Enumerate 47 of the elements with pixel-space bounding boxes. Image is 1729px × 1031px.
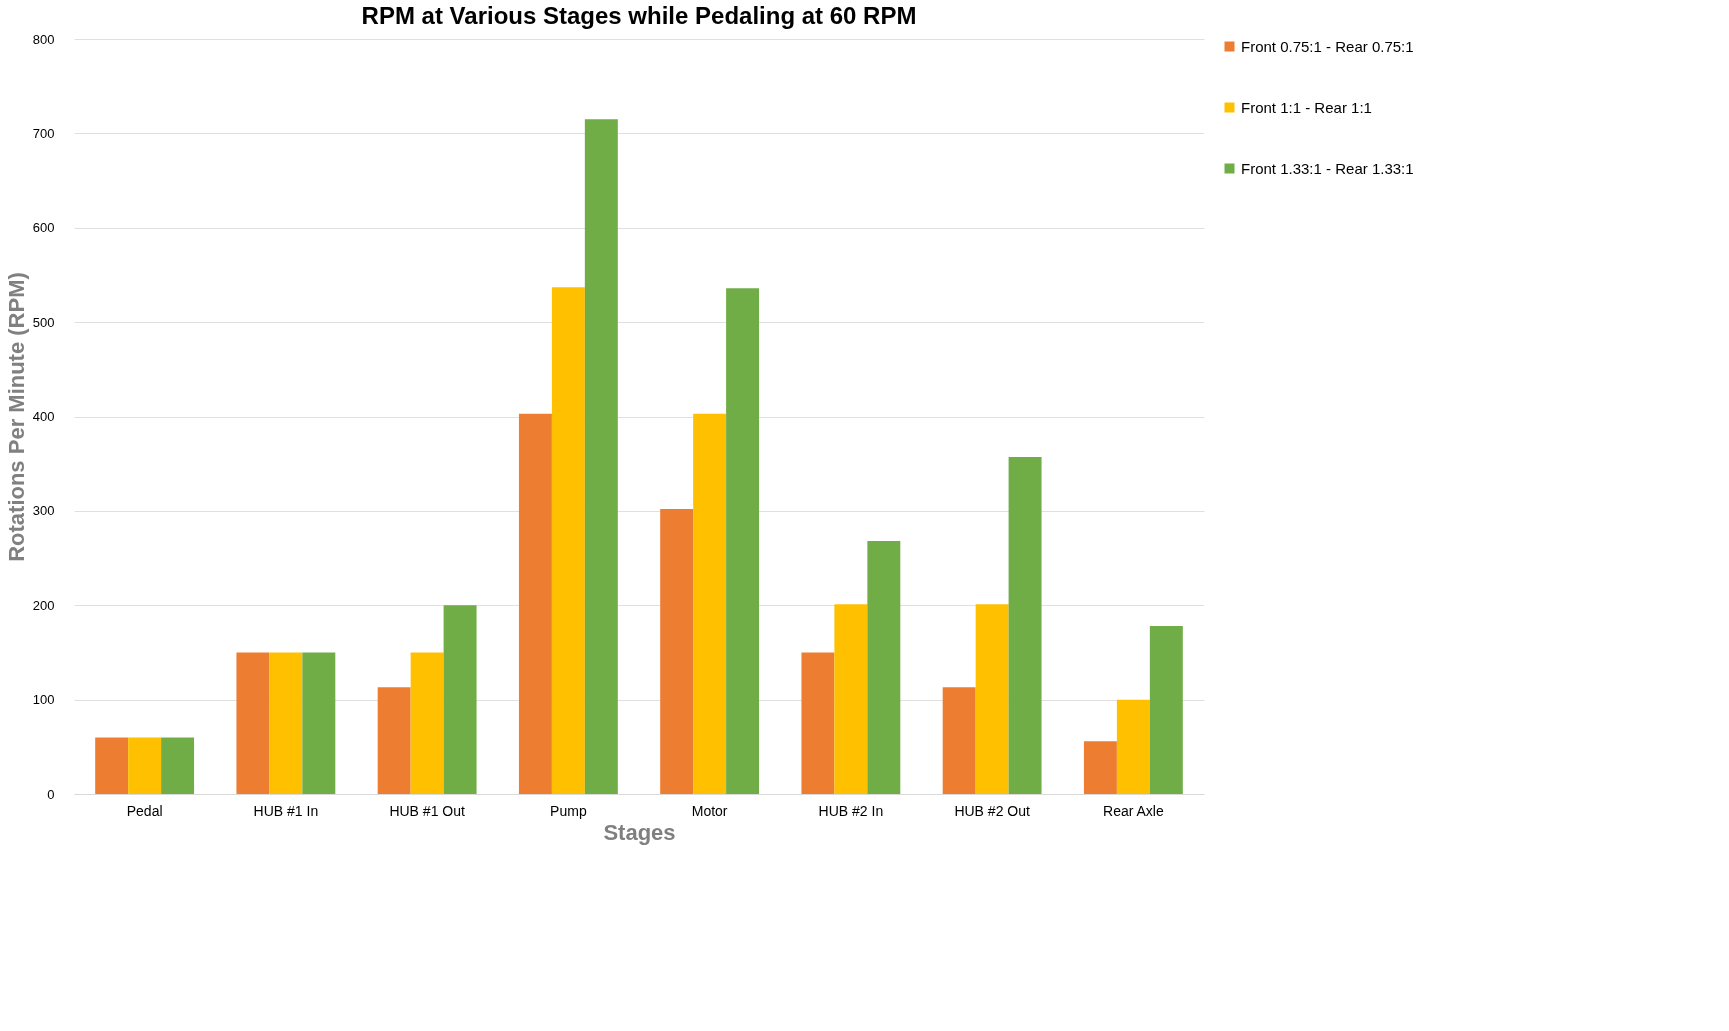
bar	[236, 652, 270, 794]
bar	[128, 737, 162, 794]
bar	[518, 413, 552, 794]
y-tick-label: 700	[32, 125, 55, 141]
x-tick-label: HUB #2 In	[818, 802, 884, 819]
legend-label: Front 1.33:1 - Rear 1.33:1	[1241, 159, 1414, 177]
x-tick-label: Motor	[691, 802, 728, 819]
y-tick-label: 300	[32, 503, 55, 519]
bar	[726, 288, 760, 794]
y-tick-label: 0	[47, 786, 55, 802]
x-tick-label: HUB #1 In	[253, 802, 319, 819]
bar	[95, 737, 129, 794]
bar	[443, 605, 477, 794]
bar	[584, 119, 618, 794]
bar	[269, 652, 303, 794]
bar	[693, 413, 727, 794]
bar	[975, 604, 1009, 794]
y-tick-label: 600	[32, 220, 55, 236]
bar	[551, 287, 585, 794]
bar	[834, 604, 868, 794]
legend-label: Front 1:1 - Rear 1:1	[1241, 98, 1372, 116]
y-axis-title: Rotations Per Minute (RPM)	[3, 272, 29, 562]
bar	[1083, 741, 1117, 794]
bar	[1116, 699, 1150, 794]
y-tick-label: 100	[32, 692, 55, 708]
bar	[942, 687, 976, 794]
x-tick-label: HUB #2 Out	[954, 802, 1030, 819]
chart-title: RPM at Various Stages while Pedaling at 60 RPM	[361, 2, 917, 29]
x-tick-label: Pump	[550, 802, 587, 819]
bar	[1149, 626, 1183, 794]
y-tick-label: 800	[32, 31, 55, 47]
x-axis-title: Stages	[603, 819, 676, 845]
bar	[660, 508, 694, 794]
bar	[867, 541, 901, 794]
legend-label: Front 0.75:1 - Rear 0.75:1	[1241, 37, 1414, 55]
bar	[377, 687, 411, 794]
x-tick-label: Rear Axle	[1103, 802, 1164, 819]
y-tick-label: 500	[32, 314, 55, 330]
x-tick-label: Pedal	[126, 802, 163, 819]
bar	[801, 652, 835, 794]
x-tick-label: HUB #1 Out	[389, 802, 465, 819]
bar	[410, 652, 444, 794]
bar	[302, 652, 336, 794]
y-tick-label: 400	[32, 409, 55, 424]
y-tick-label: 200	[32, 597, 55, 613]
bar	[161, 737, 195, 794]
bar	[1008, 457, 1042, 794]
